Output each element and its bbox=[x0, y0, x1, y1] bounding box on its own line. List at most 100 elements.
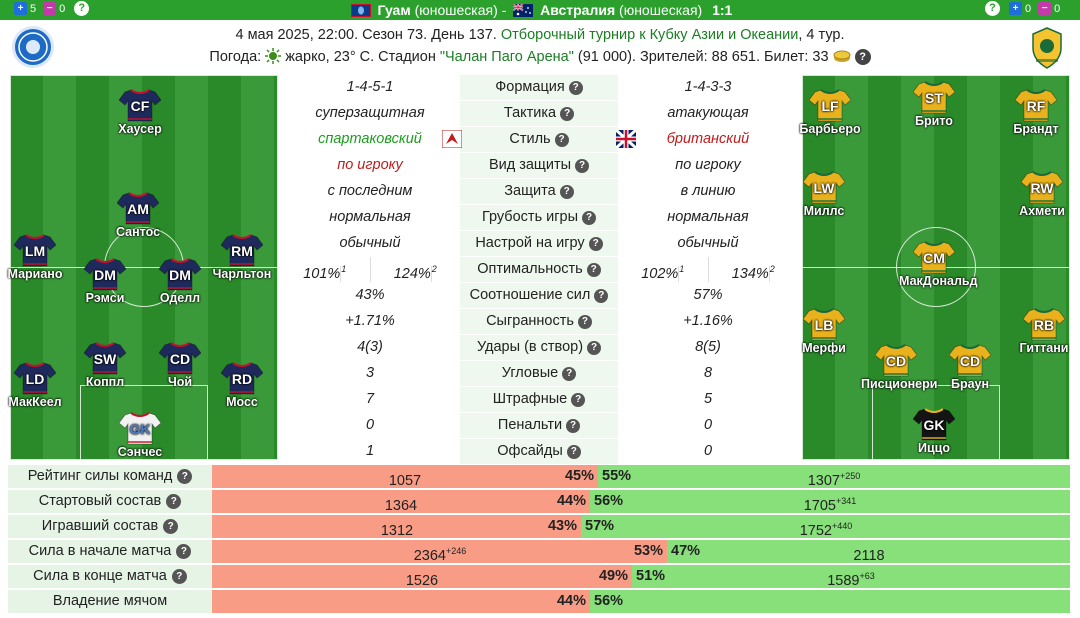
player-name[interactable]: Мосс bbox=[226, 395, 258, 409]
player-name[interactable]: Ахмети bbox=[1019, 204, 1065, 218]
team-ratings: Рейтинг силы команд? 1057 45% 55% 1307+2… bbox=[8, 465, 1070, 615]
home-stat-value: 4(3) bbox=[280, 335, 460, 360]
player-cf[interactable]: CF Хаусер bbox=[105, 88, 175, 136]
player-lm[interactable]: LM Мариано bbox=[0, 233, 70, 281]
help-icon[interactable]: ? bbox=[74, 1, 90, 16]
player-gk[interactable]: GK Иццо bbox=[899, 407, 969, 455]
player-rf[interactable]: RF Брандт bbox=[1001, 88, 1071, 136]
player-sw[interactable]: SW Коппл bbox=[70, 341, 140, 389]
away-stat-value: в линию bbox=[618, 179, 798, 204]
help-icon[interactable]: ? bbox=[577, 315, 592, 329]
player-name[interactable]: Хаусер bbox=[118, 122, 162, 136]
player-lb[interactable]: LB Мерфи bbox=[789, 307, 859, 355]
player-name[interactable]: Чарльтон bbox=[212, 267, 272, 281]
away-federation-logo bbox=[1030, 26, 1064, 70]
player-name[interactable]: МакДональд bbox=[899, 274, 978, 288]
help-icon[interactable]: ? bbox=[575, 159, 590, 173]
home-rating-bar bbox=[212, 465, 598, 488]
player-rw[interactable]: RW Ахмети bbox=[1007, 170, 1077, 218]
help-icon[interactable]: ? bbox=[571, 393, 586, 407]
rating-row: Стартовый состав? 1364 44% 56% 1705+341 bbox=[8, 490, 1070, 515]
player-name[interactable]: Сэнчес bbox=[117, 445, 163, 459]
help-icon[interactable]: ? bbox=[566, 445, 581, 459]
help-icon[interactable]: ? bbox=[586, 263, 601, 277]
player-name[interactable]: Сантос bbox=[115, 225, 161, 239]
shirt-icon: RM bbox=[221, 233, 263, 267]
help-icon[interactable]: ? bbox=[985, 1, 1000, 16]
away-stat-value: по игроку bbox=[618, 153, 798, 178]
player-position: CD bbox=[885, 353, 907, 369]
player-name[interactable]: Гиттани bbox=[1019, 341, 1069, 355]
help-icon[interactable]: ? bbox=[566, 419, 581, 433]
help-icon[interactable]: ? bbox=[594, 289, 609, 303]
shirt-icon: AM bbox=[117, 191, 159, 225]
away-stat-value: +1.16% bbox=[618, 309, 798, 334]
away-stat-value: британский bbox=[666, 131, 750, 147]
away-team-link[interactable]: Австралия bbox=[540, 2, 616, 18]
player-name[interactable]: Миллс bbox=[803, 204, 845, 218]
help-icon[interactable]: ? bbox=[559, 185, 574, 199]
player-name[interactable]: Писционери bbox=[861, 377, 938, 391]
player-name[interactable]: Оделл bbox=[159, 291, 201, 305]
stat-label: Настрой на игру bbox=[475, 235, 585, 251]
player-cd[interactable]: CD Писционери bbox=[861, 343, 938, 391]
player-name[interactable]: Чой bbox=[167, 375, 193, 389]
player-name[interactable]: Барбьеро bbox=[799, 122, 861, 136]
player-position: RW bbox=[1030, 180, 1054, 196]
stat-row: 43% Соотношение сил? 57% bbox=[280, 283, 798, 309]
help-icon[interactable]: ? bbox=[587, 341, 602, 355]
player-rm[interactable]: RM Чарльтон bbox=[207, 233, 277, 281]
player-dm[interactable]: DM Оделл bbox=[145, 257, 215, 305]
home-rating-bar bbox=[212, 590, 590, 613]
help-icon[interactable]: ? bbox=[177, 469, 193, 484]
help-icon[interactable]: ? bbox=[582, 211, 597, 225]
help-icon[interactable]: ? bbox=[854, 49, 871, 66]
help-icon[interactable]: ? bbox=[176, 544, 192, 559]
home-rating-percent: 43% bbox=[547, 518, 577, 534]
player-name[interactable]: Иццо bbox=[918, 441, 950, 455]
player-cd[interactable]: CD Браун bbox=[935, 343, 1005, 391]
help-icon[interactable]: ? bbox=[163, 519, 179, 534]
match-header: +5 −0 ? Гуам (юношеская) - Австралия (юн… bbox=[0, 0, 1080, 20]
help-icon[interactable]: ? bbox=[588, 237, 603, 251]
away-stat-value: обычный bbox=[618, 231, 798, 256]
help-icon[interactable]: ? bbox=[562, 367, 577, 381]
match-round: , 4 тур. bbox=[798, 27, 845, 43]
player-cd[interactable]: CD Чой bbox=[145, 341, 215, 389]
help-icon[interactable]: ? bbox=[560, 107, 575, 121]
help-icon[interactable]: ? bbox=[568, 81, 583, 95]
home-rating-percent: 45% bbox=[564, 468, 594, 484]
player-position: RF bbox=[1026, 98, 1046, 114]
player-am[interactable]: AM Сантос bbox=[103, 191, 173, 239]
home-team-link[interactable]: Гуам bbox=[377, 2, 411, 18]
help-icon[interactable]: ? bbox=[171, 569, 187, 584]
rating-bar: 44% 56% bbox=[212, 590, 1070, 613]
player-name[interactable]: Брито bbox=[915, 114, 953, 128]
player-gk[interactable]: GK Сэнчес bbox=[105, 411, 175, 459]
player-cm[interactable]: CM МакДональд bbox=[899, 240, 978, 288]
player-lf[interactable]: LF Барбьеро bbox=[795, 88, 865, 136]
player-name[interactable]: Мерфи bbox=[802, 341, 846, 355]
stat-label: Удары (в створ) bbox=[476, 339, 584, 355]
spartak-style-icon bbox=[442, 130, 462, 148]
player-name[interactable]: МакКеел bbox=[8, 395, 62, 409]
player-rb[interactable]: RB Гиттани bbox=[1009, 307, 1079, 355]
player-position: AM bbox=[127, 201, 149, 217]
player-lw[interactable]: LW Миллс bbox=[789, 170, 859, 218]
player-name[interactable]: Мариано bbox=[7, 267, 63, 281]
player-position: LF bbox=[821, 98, 839, 114]
player-dm[interactable]: DM Рэмси bbox=[70, 257, 140, 305]
player-name[interactable]: Рэмси bbox=[85, 291, 125, 305]
player-name[interactable]: Коппл bbox=[85, 375, 125, 389]
tournament-link[interactable]: Отборочный турнир к Кубку Азии и Океании bbox=[500, 27, 799, 43]
player-name[interactable]: Брандт bbox=[1013, 122, 1059, 136]
player-name[interactable]: Браун bbox=[950, 377, 990, 391]
player-st[interactable]: ST Брито bbox=[899, 80, 969, 128]
help-icon[interactable]: ? bbox=[166, 494, 182, 509]
stadium-link[interactable]: "Чалан Паго Арена" bbox=[439, 49, 574, 65]
player-position: LB bbox=[814, 317, 834, 333]
player-ld[interactable]: LD МакКеел bbox=[0, 361, 70, 409]
player-rd[interactable]: RD Мосс bbox=[207, 361, 277, 409]
stat-row: 101%1 124%2 Оптимальность? 102%1 134%2 bbox=[280, 257, 798, 283]
help-icon[interactable]: ? bbox=[554, 133, 569, 147]
